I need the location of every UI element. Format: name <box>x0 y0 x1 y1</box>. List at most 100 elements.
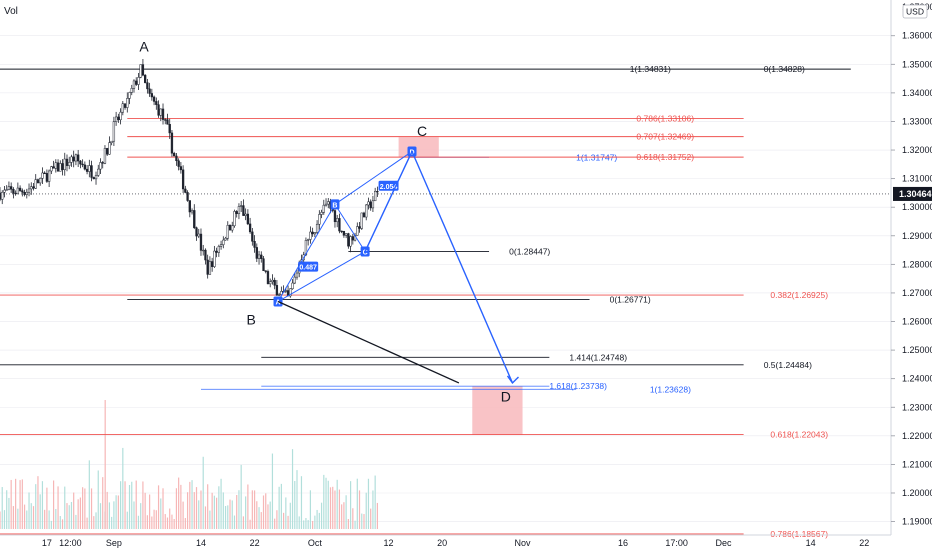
price-tick-label: 1.30000 <box>902 202 932 212</box>
candle-body <box>199 233 203 251</box>
candle-body <box>327 201 330 205</box>
candle-body <box>333 210 337 223</box>
candle-body <box>374 190 377 202</box>
candle-body <box>177 160 180 167</box>
candle-body <box>367 201 370 206</box>
candle-body <box>25 191 28 195</box>
candle-body <box>34 179 37 189</box>
candle-body <box>204 249 207 261</box>
candle-body <box>21 190 24 193</box>
candle-body <box>135 80 138 85</box>
candle-body <box>101 162 104 164</box>
candle-body <box>340 230 343 233</box>
candle-body <box>99 162 102 170</box>
candle-body <box>72 156 75 162</box>
price-tick-label: 1.27000 <box>902 288 932 298</box>
candle-body <box>186 192 189 201</box>
currency-button[interactable]: USD <box>902 4 928 19</box>
candle-body <box>106 148 109 155</box>
candle-body <box>126 98 129 108</box>
candle-body <box>264 270 267 272</box>
candle-body <box>5 189 8 191</box>
candle-body <box>16 187 20 195</box>
candle-body <box>23 192 26 195</box>
price-tick-label: 1.20000 <box>902 488 932 498</box>
currency-label: USD <box>906 7 924 17</box>
arrow-head-icon <box>506 375 519 385</box>
candle-body <box>371 200 375 209</box>
candle-body <box>148 88 151 94</box>
candle-body <box>166 119 169 125</box>
candle-body <box>315 223 319 233</box>
candle-body <box>273 279 276 286</box>
fib-levels: 1(1.34831) 0(1.34828) 0.786(1.33106) 0.707(… <box>0 64 851 539</box>
candle-body <box>206 259 209 275</box>
pattern-point-box <box>330 199 340 210</box>
candle-body <box>240 205 243 207</box>
candle-body <box>208 261 212 275</box>
candle-body <box>260 254 263 259</box>
candle-body <box>228 224 232 231</box>
candle-body <box>30 186 33 190</box>
candle-body <box>68 162 71 166</box>
candle-body <box>262 258 265 272</box>
candle-body <box>338 218 341 232</box>
price-tick-label: 1.29000 <box>902 231 932 241</box>
ratio-label: 0.487 <box>299 265 317 272</box>
price-tick-label: 1.28000 <box>902 259 932 269</box>
fib-level-label: 0.5(1.24484) <box>764 360 812 370</box>
candle-body <box>157 104 160 116</box>
candle-body <box>27 188 31 193</box>
zone-c <box>398 137 439 158</box>
price-tick-label: 1.26000 <box>902 317 932 327</box>
price-tick-label: 1.24000 <box>902 374 932 384</box>
candle-body <box>244 213 247 216</box>
time-tick-label: 17 <box>42 538 52 548</box>
zone-d <box>472 386 523 435</box>
price-axis-bg <box>891 0 932 550</box>
pattern-point-label: C <box>363 249 368 256</box>
candle-body <box>32 186 35 189</box>
candle-body <box>318 214 321 225</box>
fib-level-label: 0(1.34828) <box>764 64 805 74</box>
candle-body <box>123 103 127 108</box>
price-tick-label: 1.19000 <box>902 517 932 527</box>
candle-body <box>81 163 84 166</box>
candle-body <box>280 291 283 295</box>
candle-body <box>173 152 176 157</box>
time-tick-label: 12:00 <box>59 538 82 548</box>
candle-body <box>117 116 120 121</box>
candle-body <box>7 186 11 190</box>
fib-level-label: 1(1.23628) <box>650 384 691 394</box>
candle-body <box>94 175 98 180</box>
price-tick-label: 1.32000 <box>902 145 932 155</box>
candle-body <box>119 111 122 121</box>
candle-body <box>210 261 214 267</box>
candle-body <box>233 211 236 227</box>
time-tick-label: 22 <box>250 538 260 548</box>
wave-label: C <box>417 123 427 139</box>
candle-body <box>231 225 234 231</box>
candle-body <box>114 116 118 122</box>
candle-body <box>376 190 379 193</box>
time-tick-label: Dec <box>716 538 733 548</box>
candle-body <box>90 165 93 178</box>
candle-body <box>150 93 153 98</box>
fib-level-label: 0.382(1.26925) <box>770 290 828 300</box>
candle-body <box>61 163 64 170</box>
wave-labels: A B C D <box>139 38 510 404</box>
candle-body <box>188 200 191 213</box>
fib-level-label: 1(1.34831) <box>630 64 671 74</box>
pattern-leg <box>334 151 413 205</box>
candle-body <box>295 272 299 278</box>
candle-body <box>70 156 73 163</box>
candle-body <box>175 155 178 162</box>
volume-bars <box>0 400 378 529</box>
chart-grid <box>0 35 891 522</box>
candle-body <box>224 237 227 241</box>
time-axis[interactable]: 17 12:00 Sep 14 22 Oct 12 20 Nov 16 17:00 Dec 14 22 <box>42 538 869 548</box>
candle-body <box>63 158 66 170</box>
candle-body <box>85 168 89 172</box>
candle-body <box>52 166 55 169</box>
